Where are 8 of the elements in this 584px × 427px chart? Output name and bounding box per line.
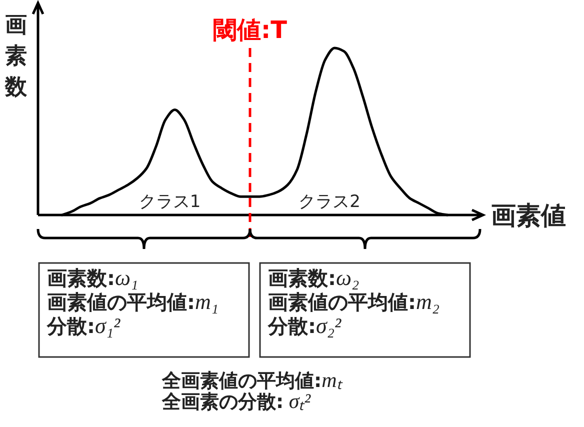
annotation: 画素数:ω₂ 画素値の平均値:m₂ 分散:σ₂² [259, 262, 471, 358]
annotation: クラス1 [138, 192, 201, 212]
xlabel: 画素値 [491, 201, 566, 230]
annotation: クラス2 [298, 192, 361, 212]
annotation: 画素数:ω₁ 画素値の平均値:m₁ 分散:σ₁² [38, 262, 250, 358]
annotation: 全画素値の平均値:mₜ 全画素の分散: σₜ² [162, 368, 342, 413]
annotation: 閾値:T [213, 16, 287, 44]
ylabel: 画素数 [5, 13, 27, 100]
